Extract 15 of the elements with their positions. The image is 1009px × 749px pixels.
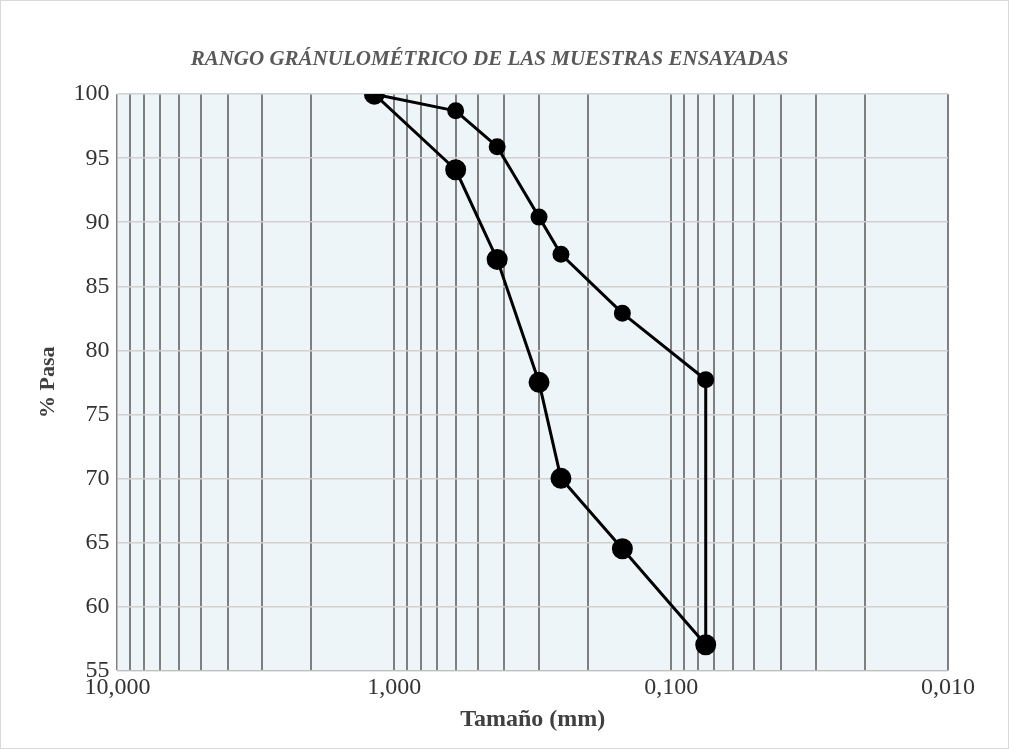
y-tick-label: 80: [85, 335, 110, 362]
y-tick-label: 70: [85, 463, 110, 490]
x-tick-label: 1,000: [367, 673, 422, 700]
chart-title: RANGO GRÁNULOMÉTRICO DE LAS MUESTRAS ENSAYADAS: [189, 46, 789, 71]
y-tick-label: 90: [85, 207, 110, 234]
x-tick-label: 0,100: [644, 673, 699, 700]
y-tick-label: 65: [85, 527, 110, 554]
x-axis-title: Tamaño (mm): [460, 704, 606, 731]
y-tick-label: 95: [85, 143, 110, 170]
y-tick-label: 85: [85, 271, 110, 298]
y-tick-label: 75: [85, 399, 110, 426]
y-axis-title: % Pasa: [33, 346, 59, 419]
y-tick-label: 100: [73, 79, 110, 106]
x-tick-label: 0,010: [921, 673, 975, 700]
y-tick-label: 60: [85, 591, 110, 618]
